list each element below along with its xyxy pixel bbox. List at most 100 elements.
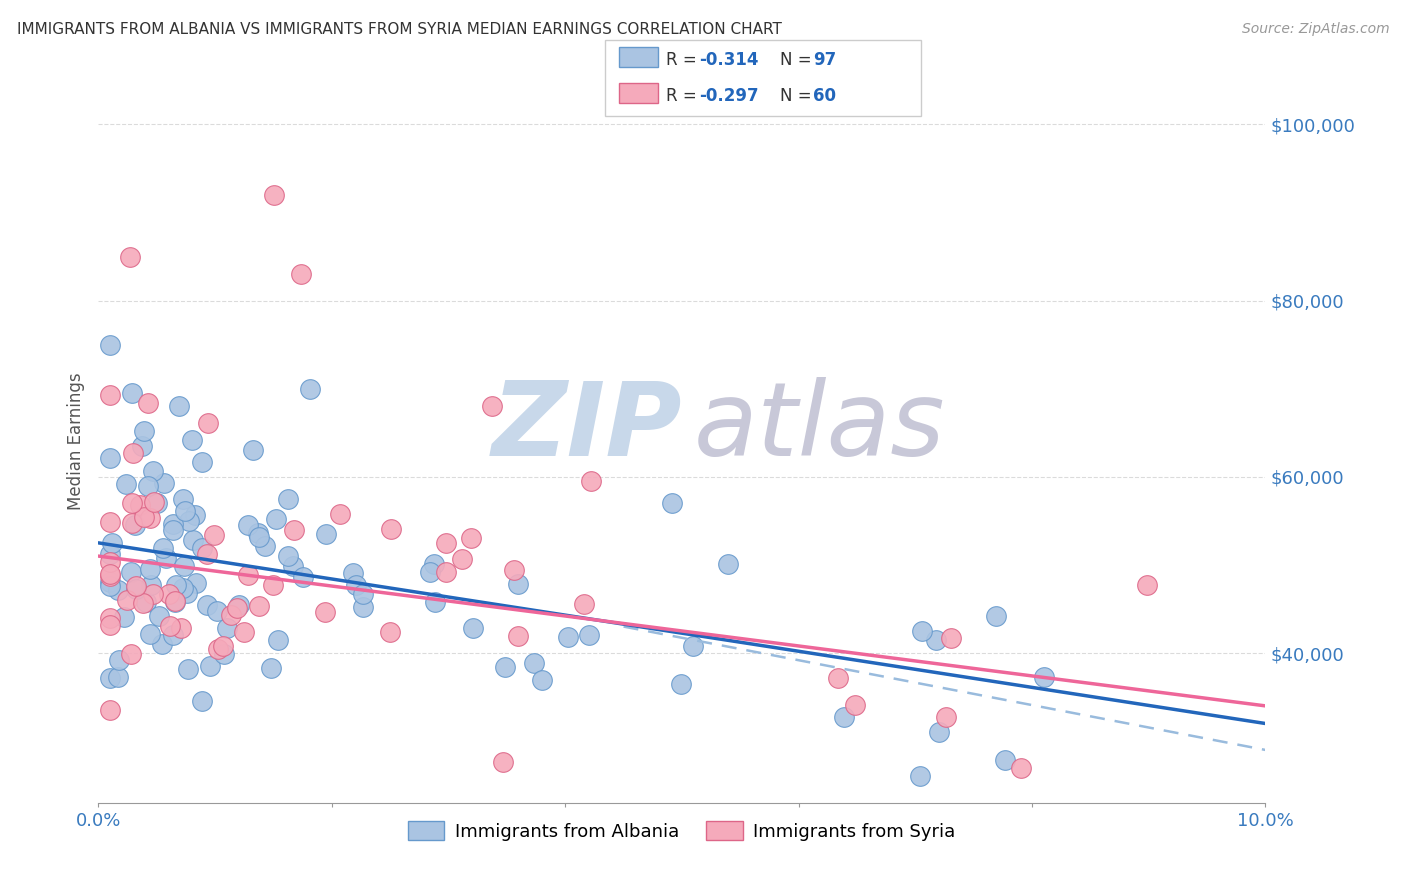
Point: [163, 593, 186, 607]
Point: [124, 518, 146, 533]
Point: [98, 555, 121, 569]
Point: [423, 595, 446, 609]
Point: [172, 581, 194, 595]
Point: [215, 621, 238, 635]
Point: [508, 577, 530, 591]
Point: [378, 624, 401, 639]
Point: [277, 549, 299, 563]
Point: [115, 593, 138, 607]
Point: [523, 656, 546, 670]
Point: [139, 511, 162, 525]
Point: [136, 395, 159, 409]
Point: [1033, 669, 1056, 683]
Point: [463, 621, 485, 635]
Point: [419, 565, 441, 579]
Text: -0.314: -0.314: [699, 51, 758, 69]
Point: [277, 491, 299, 506]
Point: [267, 632, 290, 647]
Point: [492, 756, 515, 770]
Point: [984, 608, 1007, 623]
Point: [180, 434, 202, 448]
Point: [143, 495, 166, 509]
Point: [177, 662, 200, 676]
Text: IMMIGRANTS FROM ALBANIA VS IMMIGRANTS FROM SYRIA MEDIAN EARNINGS CORRELATION CHA: IMMIGRANTS FROM ALBANIA VS IMMIGRANTS FR…: [17, 22, 782, 37]
Point: [167, 399, 190, 413]
Point: [844, 698, 866, 712]
Point: [179, 514, 201, 528]
Point: [98, 671, 121, 685]
Point: [939, 631, 962, 645]
Point: [165, 595, 187, 609]
Point: [207, 604, 229, 618]
Point: [195, 547, 218, 561]
Point: [128, 498, 150, 512]
Point: [115, 476, 138, 491]
Point: [352, 599, 374, 614]
Point: [184, 576, 207, 591]
Point: [290, 267, 312, 281]
Point: [228, 599, 250, 613]
Point: [138, 479, 160, 493]
Point: [121, 516, 143, 531]
Point: [101, 536, 124, 550]
Point: [162, 627, 184, 641]
Point: [152, 475, 174, 490]
Point: [146, 496, 169, 510]
Point: [197, 417, 219, 431]
Point: [176, 586, 198, 600]
Point: [928, 724, 950, 739]
Text: atlas: atlas: [693, 377, 945, 477]
Point: [226, 601, 249, 615]
Text: 97: 97: [813, 51, 837, 69]
Point: [450, 552, 472, 566]
Point: [266, 512, 288, 526]
Point: [247, 530, 270, 544]
Point: [98, 579, 121, 593]
Point: [162, 523, 184, 537]
Point: [263, 187, 285, 202]
Point: [121, 386, 143, 401]
Point: [125, 582, 148, 597]
Point: [557, 631, 579, 645]
Point: [120, 250, 142, 264]
Point: [283, 524, 305, 538]
Point: [671, 677, 693, 691]
Point: [98, 703, 121, 717]
Point: [142, 586, 165, 600]
Point: [460, 531, 482, 545]
Point: [574, 597, 596, 611]
Point: [112, 609, 135, 624]
Point: [150, 637, 173, 651]
Point: [434, 565, 457, 579]
Point: [299, 382, 322, 396]
Point: [212, 647, 235, 661]
Point: [165, 577, 187, 591]
Point: [342, 566, 364, 580]
Legend: Immigrants from Albania, Immigrants from Syria: Immigrants from Albania, Immigrants from…: [401, 814, 963, 848]
Point: [108, 653, 131, 667]
Point: [139, 627, 162, 641]
Text: N =: N =: [780, 87, 817, 104]
Point: [135, 595, 157, 609]
Point: [494, 659, 516, 673]
Point: [191, 541, 214, 556]
Point: [530, 673, 553, 688]
Point: [212, 639, 235, 653]
Point: [98, 575, 121, 590]
Text: -0.297: -0.297: [699, 87, 758, 104]
Text: R =: R =: [666, 51, 703, 69]
Point: [152, 541, 174, 555]
Point: [148, 609, 170, 624]
Point: [170, 621, 193, 635]
Point: [832, 710, 855, 724]
Point: [120, 648, 142, 662]
Point: [242, 442, 264, 457]
Point: [98, 450, 121, 465]
Point: [172, 491, 194, 506]
Point: [1010, 760, 1032, 774]
Point: [352, 586, 374, 600]
Point: [717, 557, 740, 571]
Y-axis label: Median Earnings: Median Earnings: [66, 373, 84, 510]
Point: [344, 578, 367, 592]
Point: [925, 633, 948, 648]
